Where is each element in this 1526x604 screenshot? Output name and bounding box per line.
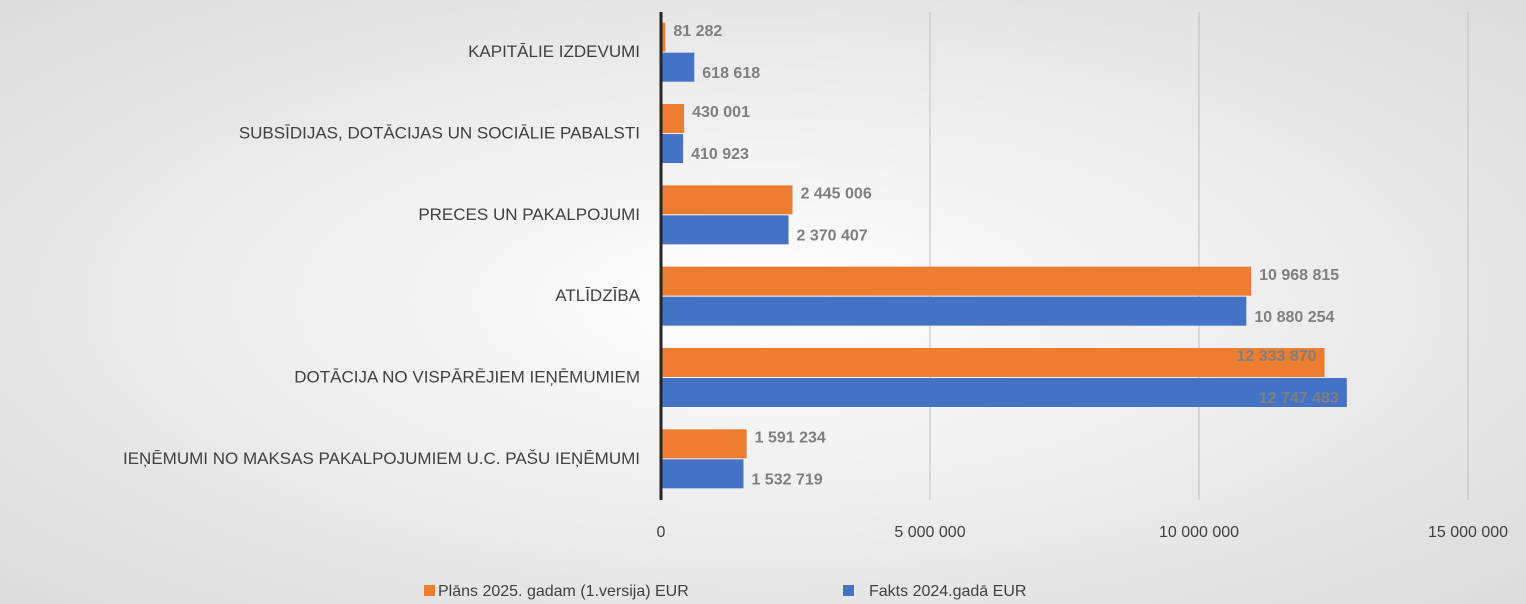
bar [661, 348, 1325, 377]
category-label: IEŅĒMUMI NO MAKSAS PAKALPOJUMIEM U.C. PA… [123, 449, 640, 468]
bar [661, 459, 744, 489]
bar [661, 429, 747, 459]
bar [661, 134, 684, 163]
bar [661, 104, 685, 133]
data-label: 430 001 [692, 104, 750, 121]
category-label: KAPITĀLIE IZDEVUMI [468, 42, 640, 61]
legend-swatch [424, 585, 435, 596]
legend-swatch [843, 585, 854, 596]
bar [661, 52, 695, 82]
data-label: 2 370 407 [797, 228, 868, 245]
data-label: 2 445 006 [801, 186, 872, 203]
bar [661, 22, 666, 52]
category-label: PRECES UN PAKALPOJUMI [418, 205, 640, 224]
x-tick-label: 5 000 000 [894, 524, 965, 541]
x-tick-label: 0 [657, 524, 666, 541]
category-label: SUBSĪDIJAS, DOTĀCIJAS UN SOCIĀLIE PABALS… [239, 123, 640, 142]
bar [661, 185, 793, 215]
data-label: 1 591 234 [755, 430, 826, 447]
bar [661, 296, 1247, 326]
legend-label: Plāns 2025. gadam (1.versija) EUR [438, 583, 689, 600]
data-label: 10 880 254 [1254, 309, 1334, 326]
bar [661, 378, 1347, 407]
data-label: 81 282 [673, 23, 722, 40]
x-tick-label: 10 000 000 [1159, 524, 1239, 541]
legend-label: Fakts 2024.gadā EUR [869, 583, 1026, 600]
data-label: 1 532 719 [751, 472, 822, 489]
bar [661, 266, 1252, 296]
data-label: 618 618 [702, 65, 760, 82]
category-label: DOTĀCIJA NO VISPĀRĒJIEM IEŅĒMUMIEM [294, 367, 640, 386]
category-label: ATLĪDZĪBA [555, 286, 640, 305]
bar [661, 215, 789, 245]
data-label: 10 968 815 [1259, 267, 1339, 284]
data-label: 12 333 870 [1236, 348, 1316, 365]
x-tick-label: 15 000 000 [1428, 524, 1508, 541]
data-label: 410 923 [691, 146, 749, 163]
data-label: 12 747 483 [1259, 390, 1339, 407]
